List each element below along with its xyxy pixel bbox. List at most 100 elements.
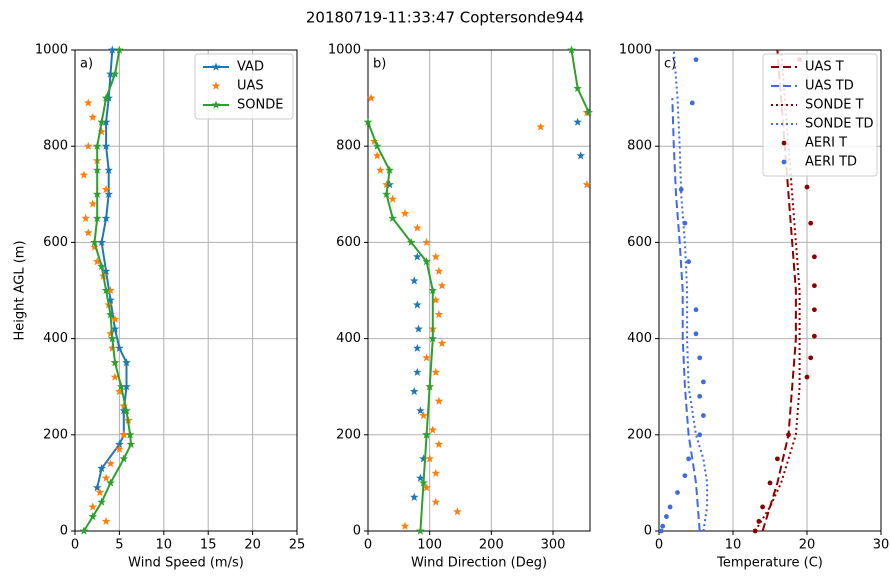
legend-marker <box>211 81 221 90</box>
dot-marker <box>693 307 699 313</box>
star-marker <box>382 180 391 189</box>
star-marker <box>84 98 93 107</box>
legend-label: UAS TD <box>805 79 854 94</box>
star-marker <box>106 295 115 304</box>
star-marker <box>108 343 117 352</box>
x-tick-label: 10 <box>156 538 173 553</box>
x-tick-label: 15 <box>200 538 217 553</box>
legend-label: UAS <box>237 79 264 94</box>
y-tick-label: 0 <box>353 524 361 539</box>
star-marker <box>406 237 416 246</box>
legend-box <box>194 53 294 120</box>
dot-marker <box>767 480 773 486</box>
star-marker <box>101 516 111 525</box>
star-marker <box>453 507 462 516</box>
panel-label: b) <box>373 57 386 72</box>
x-tick-label: 200 <box>479 538 504 553</box>
star-marker <box>95 488 105 497</box>
x-axis-label: Wind Direction (Deg) <box>411 556 547 571</box>
star-marker <box>79 526 89 535</box>
star-marker <box>410 387 419 396</box>
star-marker <box>422 353 431 362</box>
star-marker <box>410 276 419 285</box>
star-marker <box>431 468 441 477</box>
dot-marker <box>697 432 703 438</box>
star-marker <box>576 151 585 160</box>
star-marker <box>434 310 444 319</box>
profile-line <box>671 98 701 532</box>
x-tick-label: 10 <box>725 538 742 553</box>
star-marker <box>419 411 428 420</box>
dot-marker <box>812 307 817 313</box>
star-marker <box>84 141 93 150</box>
y-tick-label: 0 <box>60 524 68 539</box>
star-marker <box>416 473 425 482</box>
dot-marker <box>693 57 699 63</box>
star-marker <box>90 242 99 251</box>
y-tick-label: 1000 <box>35 43 68 58</box>
y-tick-label: 400 <box>336 331 361 346</box>
star-marker <box>431 497 441 506</box>
x-tick-label: 25 <box>289 538 306 553</box>
y-tick-label: 1000 <box>328 43 361 58</box>
star-marker <box>422 430 431 439</box>
star-marker <box>110 69 120 78</box>
legend-marker <box>211 62 221 71</box>
y-tick-label: 600 <box>627 235 652 250</box>
star-marker <box>419 454 428 463</box>
star-marker <box>584 108 593 117</box>
panel-label: a) <box>80 57 93 72</box>
star-marker <box>428 334 437 343</box>
star-marker <box>376 165 385 174</box>
star-marker <box>366 93 376 102</box>
star-marker <box>416 526 425 535</box>
plot-frame <box>74 49 298 532</box>
star-marker <box>431 295 441 304</box>
star-marker <box>382 189 391 198</box>
star-marker <box>425 454 434 463</box>
star-marker <box>125 430 135 439</box>
star-marker <box>388 213 397 222</box>
dot-marker <box>808 355 814 361</box>
star-marker <box>110 372 120 381</box>
dot-marker <box>697 355 703 361</box>
dot-marker <box>686 259 691 265</box>
star-marker <box>416 406 425 415</box>
star-marker <box>88 112 97 121</box>
star-marker <box>97 237 106 246</box>
star-marker <box>81 213 90 222</box>
star-marker <box>101 286 111 295</box>
star-marker <box>88 502 97 511</box>
dot-marker <box>804 374 810 380</box>
star-marker <box>106 329 115 338</box>
star-marker <box>434 266 444 275</box>
legend-box <box>762 53 878 177</box>
star-marker <box>115 45 124 54</box>
star-marker <box>106 69 115 78</box>
y-tick-label: 800 <box>627 139 652 154</box>
star-marker <box>122 406 131 415</box>
star-marker <box>422 257 431 266</box>
dot-marker <box>686 456 691 462</box>
star-marker <box>373 151 382 160</box>
dot-marker <box>693 331 699 337</box>
star-marker <box>97 261 106 271</box>
dot-marker <box>678 187 684 192</box>
star-marker <box>400 209 410 218</box>
y-tick-label: 600 <box>336 235 361 250</box>
star-marker <box>431 367 441 376</box>
y-tick-label: 0 <box>644 524 652 539</box>
star-marker <box>419 478 428 487</box>
star-marker <box>126 439 136 449</box>
star-marker <box>110 324 120 333</box>
star-marker <box>428 425 437 434</box>
star-marker <box>88 512 97 521</box>
y-tick-label: 1000 <box>619 43 652 58</box>
legend-marker <box>781 159 787 165</box>
star-marker <box>101 473 111 482</box>
star-marker <box>369 136 379 145</box>
star-marker <box>425 382 434 391</box>
star-marker <box>92 141 102 150</box>
y-tick-label: 800 <box>336 139 361 154</box>
